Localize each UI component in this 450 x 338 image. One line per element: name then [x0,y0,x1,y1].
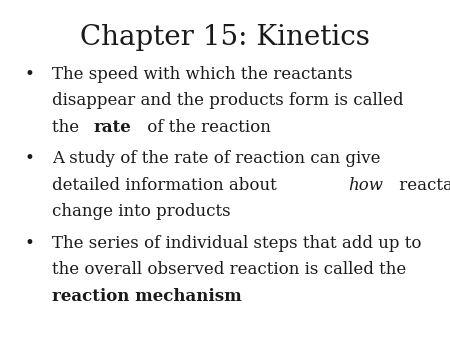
Text: A study of the rate of reaction can give: A study of the rate of reaction can give [52,150,380,167]
Text: the: the [52,119,84,136]
Text: reaction mechanism: reaction mechanism [52,288,242,305]
Text: rate: rate [94,119,131,136]
Text: reactants: reactants [394,177,450,194]
Text: •: • [25,235,35,252]
Text: The series of individual steps that add up to: The series of individual steps that add … [52,235,421,252]
Text: of the reaction: of the reaction [142,119,271,136]
Text: •: • [25,66,35,83]
Text: Chapter 15: Kinetics: Chapter 15: Kinetics [80,24,370,51]
Text: The speed with which the reactants: The speed with which the reactants [52,66,352,83]
Text: how: how [348,177,383,194]
Text: detailed information about: detailed information about [52,177,282,194]
Text: change into products: change into products [52,203,230,220]
Text: •: • [25,150,35,167]
Text: the overall observed reaction is called the: the overall observed reaction is called … [52,261,406,278]
Text: disappear and the products form is called: disappear and the products form is calle… [52,92,403,109]
